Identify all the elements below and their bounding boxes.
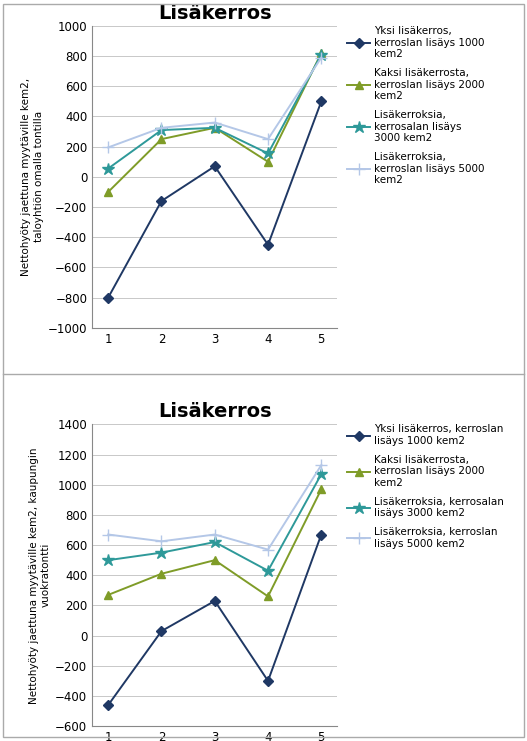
- Line: Kaksi lisäkerrosta,
kerroslan lisäys 2000
kem2: Kaksi lisäkerrosta, kerroslan lisäys 200…: [104, 49, 326, 196]
- Yksi lisäkerros, kerroslan
lisäys 1000 kem2: [158, 627, 164, 636]
- Line: Lisäkerroksia,
kerroslan lisäys 5000
kem2: Lisäkerroksia, kerroslan lisäys 5000 kem…: [103, 52, 327, 153]
- Lisäkerroksia,
kerroslan lisäys 5000
kem2: [265, 135, 271, 144]
- Yksi lisäkerros,
kerroslan lisäys 1000
kem2: [158, 196, 164, 205]
- Kaksi lisäkerrosta,
kerroslan lisäys 2000
kem2: [265, 592, 271, 601]
- Yksi lisäkerros,
kerroslan lisäys 1000
kem2: [318, 97, 325, 106]
- Line: Kaksi lisäkerrosta,
kerroslan lisäys 2000
kem2: Kaksi lisäkerrosta, kerroslan lisäys 200…: [104, 485, 326, 600]
- Lisäkerroksia,
kerrosalan lisäys
3000 kem2: [212, 123, 218, 132]
- Kaksi lisäkerrosta,
kerroslan lisäys 2000
kem2: [158, 569, 164, 578]
- Legend: Yksi lisäkerros,
kerroslan lisäys 1000
kem2, Kaksi lisäkerrosta,
kerroslan lisäy: Yksi lisäkerros, kerroslan lisäys 1000 k…: [347, 26, 485, 185]
- Lisäkerroksia, kerroslan
lisäys 5000 kem2: [105, 530, 111, 539]
- Lisäkerroksia,
kerroslan lisäys 5000
kem2: [105, 143, 111, 152]
- Lisäkerroksia, kerrosalan
lisäys 3000 kem2: [265, 566, 271, 575]
- Lisäkerroksia,
kerroslan lisäys 5000
kem2: [318, 53, 325, 62]
- Line: Yksi lisäkerros, kerroslan
lisäys 1000 kem2: Yksi lisäkerros, kerroslan lisäys 1000 k…: [105, 531, 325, 708]
- Lisäkerroksia, kerroslan
lisäys 5000 kem2: [265, 545, 271, 554]
- Lisäkerroksia,
kerrosalan lisäys
3000 kem2: [158, 126, 164, 135]
- Title: Lisäkerros: Lisäkerros: [158, 4, 271, 23]
- Yksi lisäkerros, kerroslan
lisäys 1000 kem2: [318, 530, 325, 539]
- Yksi lisäkerros, kerroslan
lisäys 1000 kem2: [265, 677, 271, 685]
- Y-axis label: Nettohyöty jaettuna myytäville kem2, kaupungin
vuokratontti: Nettohyöty jaettuna myytäville kem2, kau…: [28, 447, 51, 703]
- Line: Lisäkerroksia,
kerrosalan lisäys
3000 kem2: Lisäkerroksia, kerrosalan lisäys 3000 ke…: [102, 48, 328, 175]
- Lisäkerroksia, kerroslan
lisäys 5000 kem2: [158, 537, 164, 546]
- Yksi lisäkerros,
kerroslan lisäys 1000
kem2: [212, 162, 218, 170]
- Line: Lisäkerroksia, kerroslan
lisäys 5000 kem2: Lisäkerroksia, kerroslan lisäys 5000 kem…: [103, 459, 327, 555]
- Lisäkerroksia, kerroslan
lisäys 5000 kem2: [318, 461, 325, 470]
- Kaksi lisäkerrosta,
kerroslan lisäys 2000
kem2: [105, 591, 111, 599]
- Legend: Yksi lisäkerros, kerroslan
lisäys 1000 kem2, Kaksi lisäkerrosta,
kerroslan lisäy: Yksi lisäkerros, kerroslan lisäys 1000 k…: [347, 425, 504, 549]
- Lisäkerroksia,
kerrosalan lisäys
3000 kem2: [265, 149, 271, 158]
- Kaksi lisäkerrosta,
kerroslan lisäys 2000
kem2: [318, 485, 325, 494]
- Yksi lisäkerros,
kerroslan lisäys 1000
kem2: [265, 240, 271, 249]
- Kaksi lisäkerrosta,
kerroslan lisäys 2000
kem2: [105, 187, 111, 196]
- Kaksi lisäkerrosta,
kerroslan lisäys 2000
kem2: [318, 49, 325, 58]
- Line: Lisäkerroksia, kerrosalan
lisäys 3000 kem2: Lisäkerroksia, kerrosalan lisäys 3000 ke…: [102, 468, 328, 577]
- Lisäkerroksia,
kerroslan lisäys 5000
kem2: [212, 118, 218, 127]
- Y-axis label: Nettohyöty jaettuna myytäville kem2,
taloyhtiön omalla tontilla: Nettohyöty jaettuna myytäville kem2, tal…: [21, 78, 44, 276]
- Kaksi lisäkerrosta,
kerroslan lisäys 2000
kem2: [212, 123, 218, 132]
- Lisäkerroksia, kerrosalan
lisäys 3000 kem2: [105, 556, 111, 565]
- Lisäkerroksia,
kerroslan lisäys 5000
kem2: [158, 123, 164, 132]
- Kaksi lisäkerrosta,
kerroslan lisäys 2000
kem2: [265, 157, 271, 166]
- Kaksi lisäkerrosta,
kerroslan lisäys 2000
kem2: [158, 135, 164, 144]
- Line: Yksi lisäkerros,
kerroslan lisäys 1000
kem2: Yksi lisäkerros, kerroslan lisäys 1000 k…: [105, 98, 325, 301]
- Lisäkerroksia, kerrosalan
lisäys 3000 kem2: [158, 548, 164, 557]
- Lisäkerroksia, kerroslan
lisäys 5000 kem2: [212, 530, 218, 539]
- Lisäkerroksia, kerrosalan
lisäys 3000 kem2: [318, 470, 325, 479]
- Kaksi lisäkerrosta,
kerroslan lisäys 2000
kem2: [212, 556, 218, 565]
- Title: Lisäkerros: Lisäkerros: [158, 402, 271, 422]
- Lisäkerroksia,
kerrosalan lisäys
3000 kem2: [105, 164, 111, 173]
- Yksi lisäkerros, kerroslan
lisäys 1000 kem2: [212, 597, 218, 605]
- Lisäkerroksia,
kerrosalan lisäys
3000 kem2: [318, 50, 325, 59]
- Yksi lisäkerros,
kerroslan lisäys 1000
kem2: [105, 293, 111, 302]
- Lisäkerroksia, kerrosalan
lisäys 3000 kem2: [212, 538, 218, 547]
- Yksi lisäkerros, kerroslan
lisäys 1000 kem2: [105, 700, 111, 709]
